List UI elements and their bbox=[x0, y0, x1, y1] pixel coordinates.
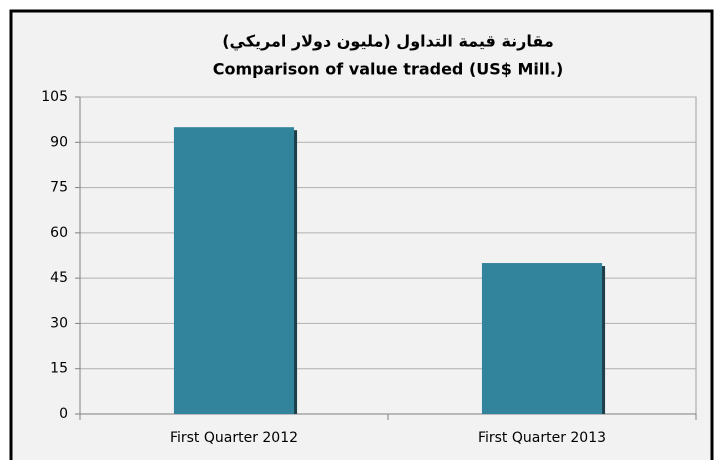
chart-subtitle: Comparison of value traded (US$ Mill.) bbox=[213, 60, 564, 79]
y-tick-label: 0 bbox=[59, 406, 68, 422]
y-tick-label: 90 bbox=[50, 134, 68, 150]
y-tick-label: 30 bbox=[50, 315, 68, 331]
y-tick-label: 75 bbox=[50, 180, 68, 196]
x-tick-label: First Quarter 2012 bbox=[170, 430, 298, 446]
bar bbox=[481, 263, 603, 414]
x-tick-label: First Quarter 2013 bbox=[478, 430, 606, 446]
chart-title: مقارنة قيمة التداول (مليون دولار امريكي) bbox=[222, 32, 554, 52]
y-tick-label: 15 bbox=[50, 361, 68, 377]
bar bbox=[173, 127, 295, 414]
y-tick-label: 60 bbox=[50, 225, 68, 241]
y-tick-label: 45 bbox=[50, 270, 68, 286]
y-tick-label: 105 bbox=[41, 89, 68, 105]
